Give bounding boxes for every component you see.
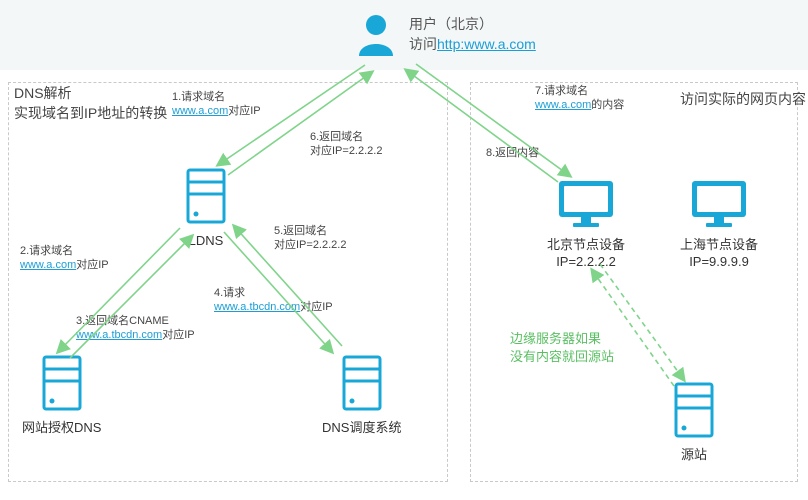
user-block: 用户（北京） 访问http:www.a.com bbox=[355, 12, 536, 56]
ldns-node: LDNS bbox=[182, 168, 230, 250]
content-panel-title: 访问实际的网页内容 bbox=[680, 90, 806, 110]
user-line2: 访问http:www.a.com bbox=[409, 34, 536, 54]
step-8: 8.返回内容 bbox=[486, 146, 539, 160]
step-5: 5.返回域名 对应IP=2.2.2.2 bbox=[274, 224, 346, 253]
top-bar: 用户（北京） 访问http:www.a.com bbox=[0, 0, 808, 70]
monitor-icon bbox=[555, 178, 617, 228]
auth-dns-node: 网站授权DNS bbox=[22, 355, 101, 437]
dns-sched-node: DNS调度系统 bbox=[322, 355, 401, 437]
bj-node: 北京节点设备 IP=2.2.2.2 bbox=[547, 178, 625, 271]
user-label: 用户（北京） 访问http:www.a.com bbox=[409, 14, 536, 54]
server-icon bbox=[38, 355, 86, 411]
step-1: 1.请求域名 www.a.com对应IP bbox=[172, 90, 261, 119]
origin-node: 源站 bbox=[670, 382, 718, 464]
step-2: 2.请求域名 www.a.com对应IP bbox=[20, 244, 109, 273]
server-icon bbox=[670, 382, 718, 438]
sh-node: 上海节点设备 IP=9.9.9.9 bbox=[680, 178, 758, 271]
user-url-link[interactable]: http:www.a.com bbox=[437, 36, 536, 52]
step-3: 3.返回域名CNAME www.a.tbcdn.com对应IP bbox=[76, 314, 195, 343]
step-7: 7.请求域名 www.a.com的内容 bbox=[535, 84, 624, 113]
step-4: 4.请求 www.a.tbcdn.com对应IP bbox=[214, 286, 333, 315]
step-6: 6.返回域名 对应IP=2.2.2.2 bbox=[310, 130, 382, 159]
user-line1: 用户（北京） bbox=[409, 14, 536, 34]
server-icon bbox=[182, 168, 230, 224]
edge-note: 边缘服务器如果 没有内容就回源站 bbox=[510, 330, 614, 366]
user-icon bbox=[355, 12, 397, 56]
monitor-icon bbox=[688, 178, 750, 228]
dns-panel-title: DNS解析 实现域名到IP地址的转换 bbox=[14, 84, 167, 123]
server-icon bbox=[338, 355, 386, 411]
content-panel bbox=[470, 82, 798, 482]
